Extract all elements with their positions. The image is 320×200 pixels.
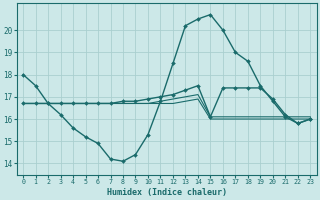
X-axis label: Humidex (Indice chaleur): Humidex (Indice chaleur) [107, 188, 227, 197]
